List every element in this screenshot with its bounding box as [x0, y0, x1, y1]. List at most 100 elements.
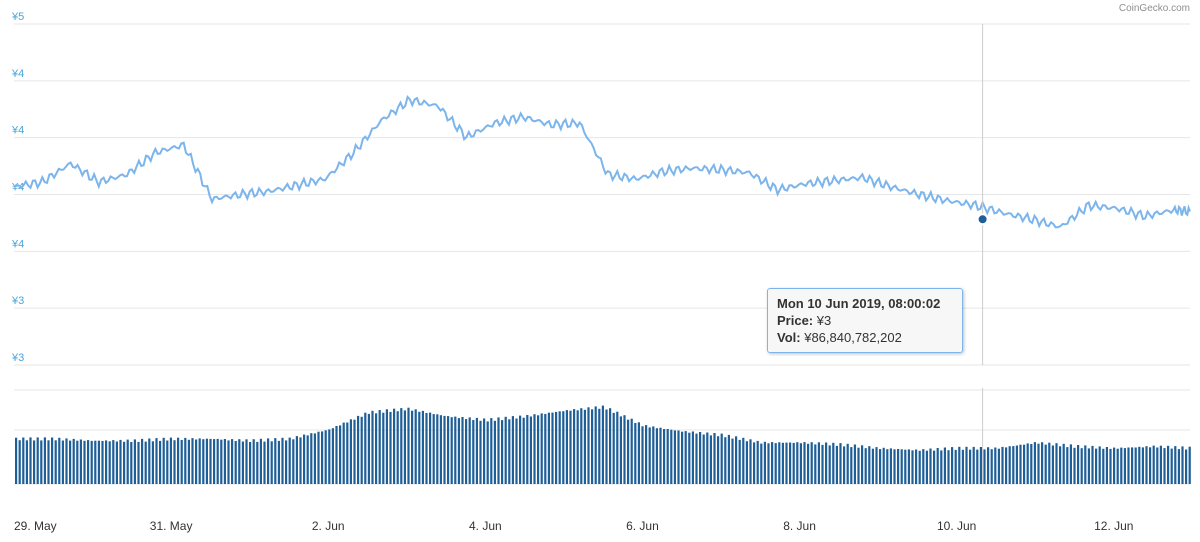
volume-bar: [1091, 445, 1094, 484]
volume-bar: [144, 441, 147, 484]
price-series[interactable]: [13, 95, 1191, 229]
volume-bar: [177, 437, 180, 484]
crosshair: [976, 24, 989, 484]
volume-bar: [645, 425, 648, 484]
volume-bar: [1116, 448, 1119, 484]
volume-bar: [1023, 444, 1026, 484]
volume-bar: [609, 408, 612, 484]
volume-series[interactable]: [15, 405, 1191, 484]
volume-bar: [281, 437, 284, 484]
volume-bar: [666, 429, 669, 484]
volume-bar: [576, 410, 579, 484]
volume-bar: [1105, 447, 1108, 484]
volume-bar: [961, 449, 964, 484]
volume-bar: [641, 426, 644, 484]
volume-bar: [1149, 447, 1152, 484]
volume-bar: [997, 448, 1000, 484]
volume-bar: [1005, 447, 1008, 484]
volume-bar: [1055, 443, 1058, 484]
volume-bar: [663, 429, 666, 484]
x-tick-label: 4. Jun: [469, 519, 502, 533]
volume-bar: [1185, 449, 1188, 484]
volume-bar: [501, 420, 504, 484]
volume-bar: [371, 410, 374, 484]
volume-bar: [61, 440, 64, 484]
x-tick-label: 6. Jun: [626, 519, 659, 533]
volume-bar: [187, 439, 190, 484]
volume-bar: [1159, 445, 1162, 484]
volume-bar: [742, 437, 745, 484]
volume-bar: [162, 437, 165, 484]
volume-bar: [796, 442, 799, 484]
volume-bar: [313, 433, 316, 484]
volume-bar: [1127, 447, 1130, 484]
volume-bar: [1051, 445, 1054, 484]
hover-marker: [976, 213, 989, 226]
volume-bar: [1087, 448, 1090, 484]
volume-bar: [555, 411, 558, 484]
volume-bar: [65, 438, 68, 484]
volume-bar: [990, 449, 993, 484]
volume-bar: [753, 442, 756, 484]
volume-bar: [922, 449, 925, 484]
volume-bar: [472, 420, 475, 484]
volume-bar: [587, 407, 590, 484]
volume-bar: [763, 441, 766, 484]
volume-bar: [346, 422, 349, 484]
volume-bar: [411, 410, 414, 484]
volume-bar: [479, 420, 482, 484]
y-tick-label: ¥4: [11, 125, 24, 137]
volume-bar: [310, 433, 313, 484]
volume-bar: [519, 415, 522, 484]
x-tick-label: 31. May: [150, 519, 193, 533]
volume-bar: [209, 438, 212, 484]
volume-bar: [1033, 442, 1036, 484]
volume-bar: [213, 439, 216, 484]
volume-bar: [897, 449, 900, 484]
volume-bar: [94, 440, 97, 484]
volume-bar: [421, 410, 424, 484]
volume-bar: [198, 438, 201, 484]
volume-bar: [789, 442, 792, 484]
volume-bar: [1156, 447, 1159, 484]
volume-bar: [1095, 448, 1098, 484]
x-tick-label: 12. Jun: [1094, 519, 1133, 533]
volume-bar: [562, 411, 565, 484]
credit-label[interactable]: CoinGecko.com: [1119, 3, 1190, 14]
volume-bar: [871, 448, 874, 484]
volume-bar: [1037, 443, 1040, 484]
volume-bar: [591, 409, 594, 484]
volume-bar: [976, 449, 979, 484]
volume-bar: [43, 437, 46, 484]
tooltip-price: Price: ¥3: [777, 312, 953, 329]
volume-bar: [951, 447, 954, 484]
volume-bar: [727, 434, 730, 484]
volume-bar: [202, 439, 205, 484]
volume-bar: [475, 417, 478, 484]
volume-bar: [1069, 444, 1072, 484]
volume-bar: [33, 440, 36, 484]
volume-bar: [1138, 446, 1141, 484]
volume-bar: [173, 440, 176, 484]
volume-bar: [933, 450, 936, 484]
y-tick-label: ¥3: [11, 295, 24, 307]
volume-bar: [447, 416, 450, 484]
volume-bar: [267, 438, 270, 484]
volume-bar: [745, 441, 748, 484]
volume-bar: [72, 438, 75, 484]
volume-bar: [828, 445, 831, 484]
y-tick-label: ¥3: [11, 352, 24, 364]
volume-bar: [274, 438, 277, 484]
volume-bar: [825, 442, 828, 484]
volume-bar: [87, 440, 90, 484]
volume-bar: [713, 433, 716, 484]
volume-bar: [954, 449, 957, 484]
volume-bar: [1015, 445, 1018, 484]
volume-bar: [540, 413, 543, 484]
volume-bar: [630, 418, 633, 484]
volume-bar: [515, 418, 518, 484]
volume-bar: [879, 449, 882, 484]
volume-bar: [695, 433, 698, 484]
volume-bar: [306, 435, 309, 484]
